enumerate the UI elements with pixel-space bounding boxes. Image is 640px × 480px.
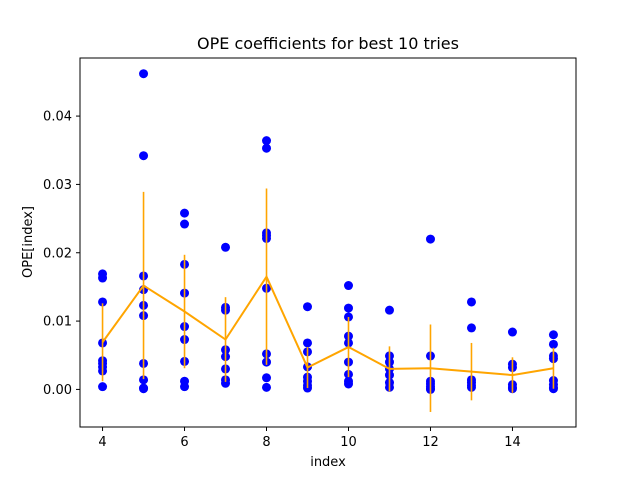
data-point-x6-1 — [180, 219, 190, 229]
data-point-x6-0 — [180, 208, 190, 218]
chart-title: OPE coefficients for best 10 tries — [197, 34, 459, 53]
y-tick-label: 0.03 — [43, 178, 72, 193]
data-point-x14-0 — [507, 327, 517, 337]
data-point-x4-8 — [98, 382, 108, 392]
plot-frame — [79, 57, 577, 428]
x-axis-label: index — [310, 455, 346, 470]
data-point-x10-2 — [344, 312, 353, 322]
data-point-x5-7 — [139, 375, 149, 385]
x-tick-label: 12 — [422, 435, 439, 450]
data-point-x15-0 — [548, 330, 558, 340]
data-point-x9-0 — [303, 302, 312, 312]
data-point-x4-2 — [98, 297, 108, 307]
y-tick-label: 0.01 — [43, 315, 72, 330]
data-point-x6-8 — [180, 382, 190, 392]
data-point-x12-0 — [425, 234, 435, 244]
data-point-x9-1 — [303, 338, 312, 348]
data-point-x8-8 — [262, 373, 272, 383]
data-point-x13-0 — [466, 297, 476, 307]
y-axis-label: OPE[index] — [21, 206, 36, 278]
x-tick-label: 4 — [98, 435, 106, 450]
x-tick-label: 8 — [262, 435, 270, 450]
x-axis: 4 6 8 10 12 14 — [98, 427, 521, 450]
data-point-x4-1 — [98, 273, 108, 283]
mean-line — [101, 274, 554, 377]
x-tick-label: 6 — [180, 435, 188, 450]
data-point-x8-1 — [262, 143, 272, 153]
data-point-x11-0 — [384, 305, 394, 315]
data-point-x5-0 — [139, 69, 149, 79]
data-point-x5-1 — [139, 151, 149, 161]
y-tick-label: 0.04 — [43, 110, 72, 125]
data-point-x5-9 — [139, 384, 149, 394]
data-point-x7-7 — [221, 378, 231, 388]
plot-area — [98, 69, 558, 412]
data-point-x7-0 — [221, 242, 231, 252]
y-tick-label: 0.00 — [43, 383, 72, 398]
data-point-x10-0 — [344, 281, 353, 291]
data-point-x8-9 — [262, 382, 272, 392]
data-point-x10-1 — [344, 303, 353, 313]
x-tick-label: 10 — [340, 435, 357, 450]
y-tick-label: 0.02 — [43, 246, 72, 261]
data-point-x13-1 — [466, 323, 476, 333]
data-point-x10-8 — [344, 379, 353, 389]
y-axis: 0.00 0.01 0.02 0.03 0.04 — [43, 110, 80, 398]
data-point-x8-0 — [262, 136, 272, 146]
data-point-x15-1 — [548, 339, 558, 349]
x-tick-label: 14 — [504, 435, 521, 450]
